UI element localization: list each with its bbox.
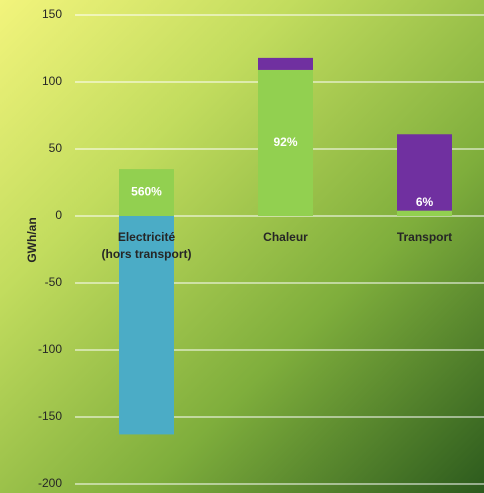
bar-segment: [119, 169, 174, 216]
bar-segment: [258, 69, 313, 216]
bar-segment: [397, 210, 452, 216]
y-tick-label: 100: [42, 74, 62, 88]
bar-segment: [258, 57, 313, 70]
y-tick-label: -50: [45, 275, 63, 289]
bar-segment: [119, 216, 174, 435]
x-tick-label: Chaleur: [263, 230, 308, 244]
y-tick-label: 0: [55, 208, 62, 222]
bar-segment: [397, 134, 452, 211]
share-label: 560%: [131, 185, 162, 199]
share-label: 6%: [416, 195, 434, 209]
y-axis-title: GWh/an: [25, 217, 39, 262]
y-tick-label: -200: [38, 476, 62, 490]
x-tick-label: Electricité (hors transport): [101, 230, 192, 261]
y-tick-label: -100: [38, 342, 62, 356]
y-tick-label: -150: [38, 409, 62, 423]
x-tick-label: Transport: [396, 230, 453, 244]
share-label: 92%: [273, 135, 297, 149]
y-tick-label: 50: [49, 141, 63, 155]
y-tick-label: 150: [42, 7, 62, 21]
